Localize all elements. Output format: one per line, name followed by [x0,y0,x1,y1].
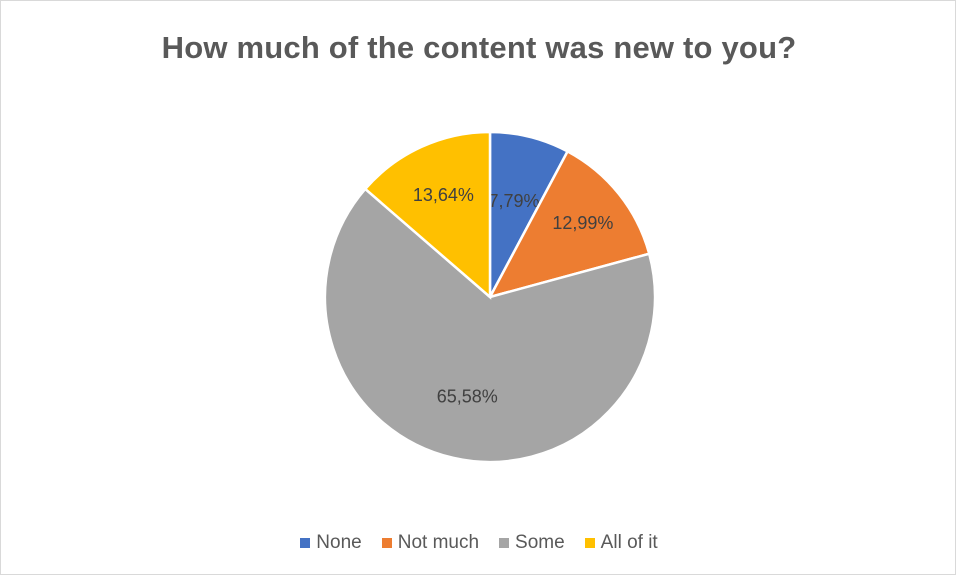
chart-title: How much of the content was new to you? [161,30,797,65]
legend-swatch [381,538,392,548]
data-label-all-of-it: 13,64% [413,185,474,205]
legend-swatch [300,538,311,548]
legend-item-some: Some [499,532,565,554]
legend-item-none: None [300,532,362,554]
legend-swatch [584,538,595,548]
legend-swatch [499,538,510,548]
legend-item-not-much: Not much [381,532,480,554]
legend-item-all-of-it: All of it [584,532,658,554]
pie-slice-some [323,187,657,464]
pie-slice-all-of-it [363,130,492,300]
data-label-none: 7,79% [488,191,539,211]
legend-label: Not much [397,532,480,553]
pie-slice-not-much [487,149,651,299]
legend: None Not much Some All of it [0,532,958,554]
legend-label: None [316,532,362,553]
legend-label: Some [515,532,565,553]
data-label-not-much: 12,99% [552,213,613,233]
legend-label: All of it [600,532,658,553]
data-label-some: 65,58% [437,387,498,407]
